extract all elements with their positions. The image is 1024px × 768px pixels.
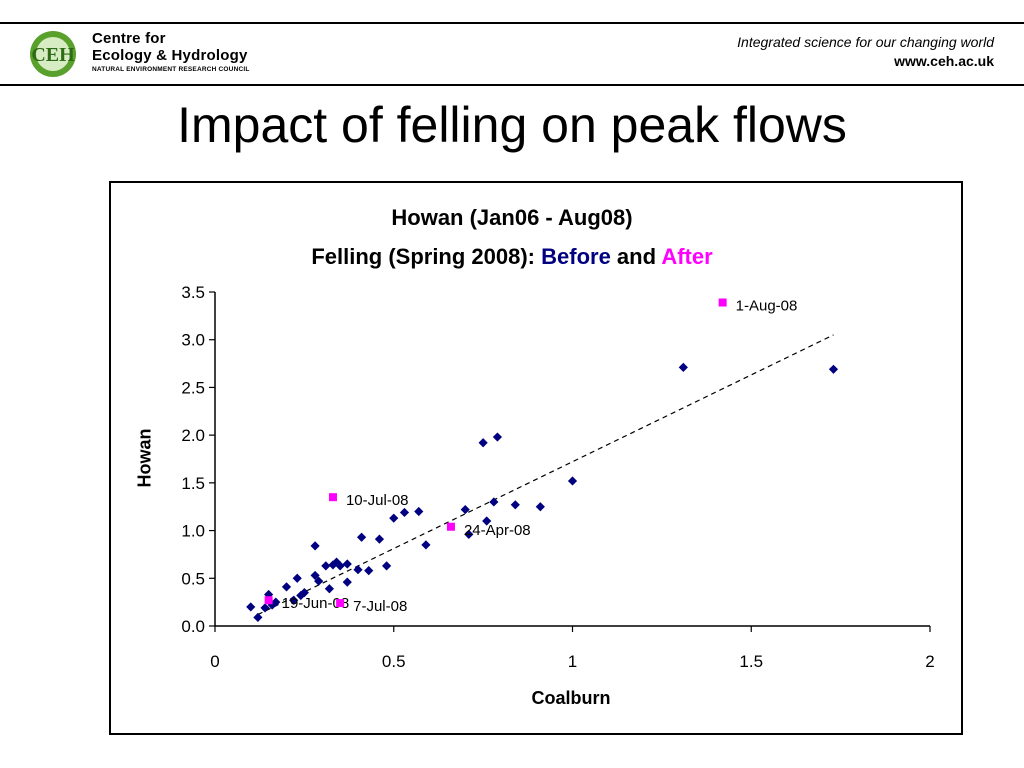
- before-data-point: [460, 504, 470, 515]
- before-data-point: [281, 582, 292, 592]
- subtitle-before: Before: [541, 244, 611, 269]
- trendline: [257, 334, 834, 616]
- before-data-point: [264, 589, 274, 600]
- x-tick-label: 2: [925, 652, 934, 671]
- before-data-point: [342, 577, 352, 587]
- logo-line-1: Centre for: [92, 30, 166, 47]
- after-data-point: [446, 522, 455, 531]
- logo-line-2: Ecology & Hydrology: [92, 47, 248, 64]
- slide-title: Impact of felling on peak flows: [177, 97, 847, 153]
- before-data-point: [567, 476, 578, 486]
- header-top-rule: [0, 22, 1024, 24]
- before-data-point: [310, 541, 320, 551]
- before-data-point: [296, 590, 306, 601]
- x-tick-label: 1.5: [739, 652, 763, 671]
- y-tick-label: 1.5: [181, 474, 205, 493]
- before-data-point: [342, 559, 352, 569]
- after-data-point: [336, 599, 345, 608]
- before-data-point: [324, 584, 334, 594]
- subtitle-prefix: Felling (Spring 2008):: [311, 244, 542, 269]
- y-tick-label: 3.5: [181, 283, 205, 302]
- y-tick-label: 1.0: [181, 522, 205, 541]
- before-data-point: [364, 566, 374, 576]
- tagline: Integrated science for our changing worl…: [737, 34, 994, 50]
- before-data-point: [292, 573, 302, 583]
- chart-subtitle: Felling (Spring 2008): Before and After: [0, 244, 1024, 270]
- before-data-point: [331, 557, 342, 567]
- before-data-point: [478, 438, 488, 448]
- after-data-point: [718, 298, 727, 307]
- before-data-point: [492, 432, 503, 442]
- before-data-point: [321, 561, 331, 571]
- y-tick-label: 2.0: [181, 426, 205, 445]
- before-data-point: [289, 595, 299, 605]
- before-data-point: [356, 532, 367, 542]
- x-axis-label: Coalburn: [531, 688, 611, 708]
- before-data-point: [389, 513, 399, 523]
- before-data-point: [414, 506, 424, 517]
- before-data-point: [464, 529, 474, 539]
- after-point-label: 24-Apr-08: [464, 522, 531, 539]
- logo-initials: CEH: [31, 44, 75, 66]
- before-data-point: [246, 602, 256, 612]
- after-data-point: [264, 596, 273, 605]
- x-tick-label: 0.5: [382, 652, 406, 671]
- chart-frame: [109, 181, 963, 735]
- after-point-label: 1-Aug-08: [736, 297, 798, 314]
- after-point-label: 7-Jul-08: [353, 598, 407, 615]
- before-data-point: [310, 570, 320, 581]
- after-point-label: 10-Jul-08: [346, 492, 409, 509]
- before-data-point: [510, 500, 520, 510]
- website-link[interactable]: www.ceh.ac.uk: [894, 53, 994, 69]
- x-tick-label: 0: [210, 652, 219, 671]
- before-data-point: [260, 603, 270, 613]
- before-data-point: [271, 597, 281, 607]
- ceh-logo-icon: CEH: [30, 31, 76, 77]
- logo-line-3: NATURAL ENVIRONMENT RESEARCH COUNCIL: [92, 66, 250, 73]
- before-data-point: [489, 497, 499, 507]
- before-data-point: [399, 507, 410, 518]
- subtitle-after: After: [661, 244, 713, 269]
- y-tick-label: 0.0: [181, 617, 205, 636]
- x-tick-label: 1: [568, 652, 577, 671]
- before-data-point: [828, 364, 839, 374]
- logo-wordmark: Centre for Ecology & Hydrology NATURAL E…: [92, 30, 250, 76]
- before-data-point: [382, 561, 392, 571]
- before-data-point: [253, 612, 263, 623]
- y-tick-label: 0.5: [181, 569, 205, 588]
- after-data-point: [328, 493, 337, 502]
- before-data-point: [335, 561, 345, 571]
- before-data-point: [421, 540, 431, 550]
- y-axis-label: Howan: [134, 428, 155, 488]
- after-point-label: 19-Jun-08: [282, 595, 350, 612]
- chart-title: Howan (Jan06 - Aug08): [391, 205, 633, 230]
- y-tick-label: 2.5: [181, 378, 205, 397]
- before-data-point: [482, 516, 492, 526]
- before-data-point: [267, 600, 277, 610]
- before-data-point: [314, 576, 324, 586]
- subtitle-and: and: [610, 244, 662, 269]
- y-tick-label: 3.0: [181, 331, 205, 350]
- before-data-point: [299, 588, 309, 598]
- before-data-point: [535, 502, 545, 512]
- before-data-point: [678, 362, 688, 372]
- before-data-point: [328, 560, 338, 570]
- before-data-point: [374, 534, 385, 544]
- before-data-point: [353, 565, 363, 575]
- header-bottom-rule: [0, 84, 1024, 86]
